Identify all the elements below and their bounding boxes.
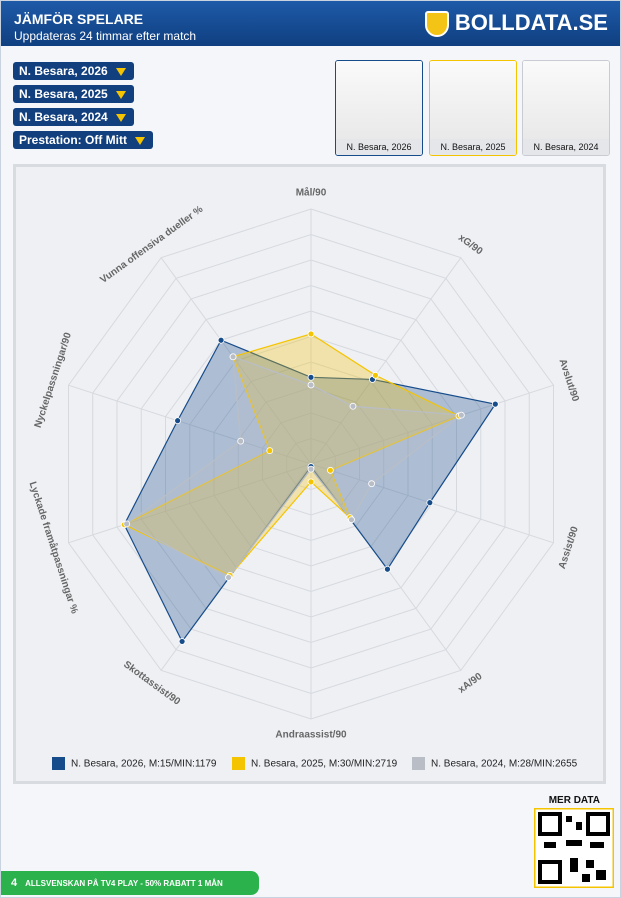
axis-label: Avslut/90 [557, 358, 581, 404]
data-point [384, 565, 391, 573]
data-point [217, 336, 225, 344]
player-card[interactable]: N. Besara, 2024 [522, 60, 610, 156]
data-point [237, 437, 245, 445]
photo [523, 61, 609, 139]
player-card[interactable]: N. Besara, 2026 [335, 60, 423, 156]
data-point [229, 353, 237, 361]
axis-label: xA/90 [456, 671, 484, 696]
data-point [349, 402, 357, 410]
logo-text: BOLLDATA.SE [454, 10, 608, 35]
promo-number: 4 [11, 877, 18, 889]
data-point [307, 330, 315, 338]
axis-label: Skottassist/90 [121, 659, 182, 708]
player-select[interactable]: N. Besara, 2025 [13, 85, 134, 103]
axis-line [310, 257, 462, 465]
photo [336, 61, 422, 139]
axis-label: Assist/90 [557, 525, 581, 571]
axis-label: Vunna offensiva dueller % [98, 204, 205, 286]
card-name: N. Besara, 2025 [430, 139, 516, 155]
axis-line [160, 257, 312, 465]
data-point [178, 638, 186, 645]
data-point [225, 574, 232, 581]
data-point [327, 466, 334, 474]
card-name: N. Besara, 2024 [523, 139, 609, 155]
title: JÄMFÖR SPELARE [14, 11, 144, 27]
data-point [426, 499, 434, 507]
chart-panel: Mål/90 xG/90 Avslut/90 Assist/90 xA/90 Andraa… [13, 164, 606, 784]
player-card[interactable]: N. Besara, 2025 [429, 60, 517, 156]
data-point [307, 373, 315, 381]
chart: Mål/90 xG/90 Avslut/90 Assist/90 xA/90 Andraa… [27, 187, 581, 770]
player-select[interactable]: N. Besara, 2026 [13, 62, 134, 80]
legend-label: N. Besara, 2026, M:15/MIN:1179 [71, 759, 217, 770]
more-data[interactable]: MER DATA [548, 795, 600, 806]
promo-banner[interactable]: 4 ALLSVENSKAN PÅ TV4 PLAY - 50% RABATT 1 … [1, 871, 259, 895]
data-point [368, 480, 376, 488]
axis-label: Nyckelpassningar/90 [33, 331, 74, 429]
legend-label: N. Besara, 2024, M:28/MIN:2655 [431, 759, 578, 770]
data-point [348, 516, 355, 524]
legend-label: N. Besara, 2025, M:30/MIN:2719 [251, 759, 398, 770]
subtitle: Uppdateras 24 timmar efter match [14, 29, 197, 43]
data-point [372, 371, 379, 379]
card-name: N. Besara, 2026 [336, 139, 422, 155]
axis-label: xG/90 [456, 232, 485, 257]
data-point [307, 381, 315, 389]
qr-code[interactable] [534, 808, 614, 888]
data-point [123, 520, 131, 528]
axis-label: Mål/90 [296, 187, 327, 199]
data-point [174, 417, 182, 425]
data-point [457, 411, 465, 419]
legend-swatch [232, 757, 245, 770]
player-select[interactable]: N. Besara, 2024 [13, 108, 134, 126]
data-point [266, 447, 274, 455]
legend-swatch [412, 757, 425, 770]
legend-swatch [52, 757, 65, 770]
axis-line [68, 463, 312, 544]
photo [430, 61, 516, 139]
position-select[interactable]: Prestation: Off Mitt [13, 131, 153, 149]
data-point [307, 478, 315, 486]
axis-line [310, 384, 554, 465]
data-point [491, 400, 499, 408]
header: JÄMFÖR SPELARE Uppdateras 24 timmar efte… [1, 1, 620, 46]
data-point [307, 465, 315, 473]
promo-text: ALLSVENSKAN PÅ TV4 PLAY - 50% RABATT 1 M… [25, 879, 223, 888]
axis-label: Andraassist/90 [275, 730, 347, 741]
logo: BOLLDATA.SE [424, 10, 608, 38]
